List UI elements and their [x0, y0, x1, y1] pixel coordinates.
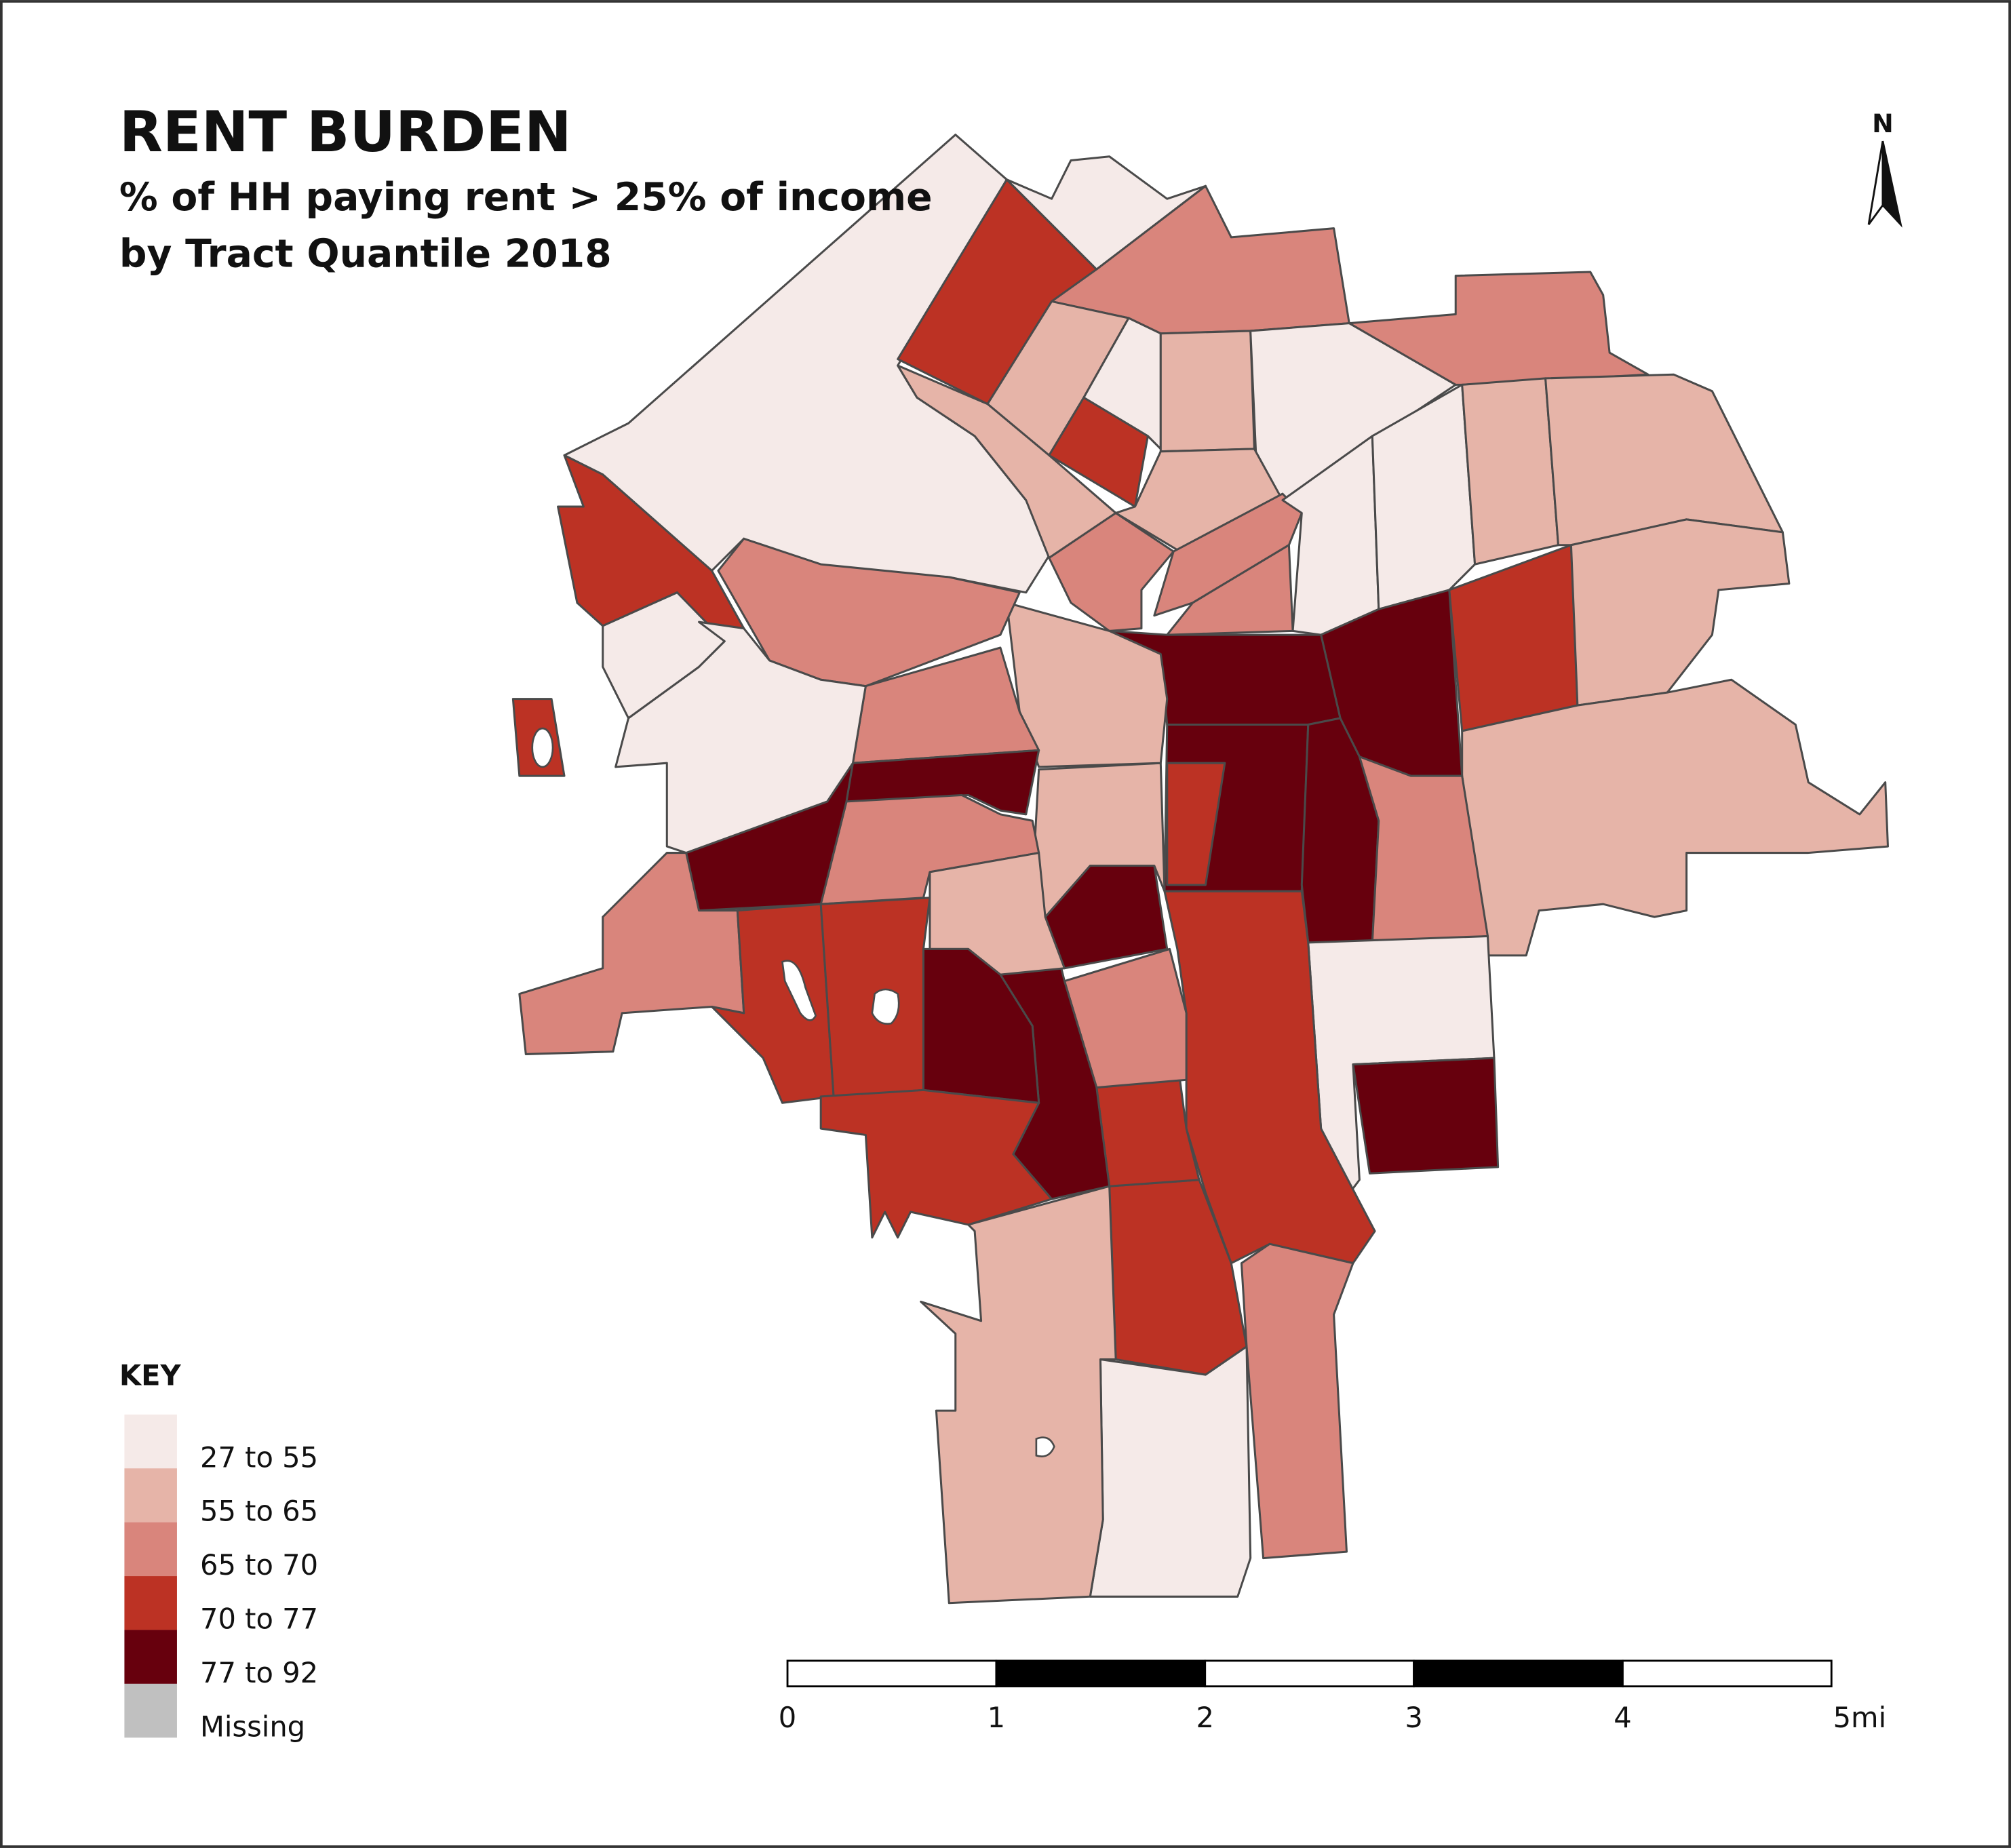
map-subtitle: by Tract Quantile 2018: [119, 231, 612, 276]
water: [531, 727, 554, 768]
water: [781, 960, 817, 1021]
map-title: RENT BURDEN: [119, 99, 572, 165]
north-arrow: N: [1867, 109, 1902, 228]
legend-title: KEY: [119, 1358, 182, 1392]
water: [871, 988, 900, 1025]
legend-label: 70 to 77: [200, 1603, 318, 1636]
water: [1035, 1436, 1055, 1457]
census-tract: [920, 1185, 1117, 1605]
scale-label: 0: [779, 1701, 796, 1734]
scale-segment: [1204, 1659, 1415, 1688]
census-tract: [819, 1088, 1053, 1239]
legend-swatch: [124, 1414, 177, 1469]
census-tract: [1048, 511, 1175, 632]
census-tract: [1461, 377, 1560, 566]
legend-label: 65 to 70: [200, 1548, 318, 1581]
legend: 27 to 55 55 to 65 65 to 70 70 to 77 77 to 92…: [124, 1414, 318, 1743]
census-tract: [518, 852, 745, 1055]
water-features: [531, 727, 1055, 1457]
legend-swatch: [124, 1522, 177, 1577]
legend-swatch: [124, 1630, 177, 1684]
census-tract: [1159, 330, 1255, 453]
scale-label: 3: [1405, 1701, 1422, 1734]
scale-segment: [1413, 1659, 1624, 1688]
scale-segment: [1622, 1659, 1833, 1688]
census-tract: [1348, 271, 1649, 386]
legend-label: 77 to 92: [200, 1656, 318, 1689]
legend-label: 27 to 55: [200, 1440, 318, 1474]
scale-label: 2: [1196, 1701, 1213, 1734]
scale-segment: [995, 1659, 1207, 1688]
legend-swatch: [124, 1576, 177, 1630]
map-subtitle: % of HH paying rent > 25% of income: [119, 175, 933, 220]
legend-swatch: [124, 1468, 177, 1522]
census-tract: [1089, 1345, 1252, 1598]
tracts: [511, 134, 1889, 1605]
arrow-half: [1881, 140, 1902, 228]
census-tract: [1240, 1242, 1354, 1560]
census-tract: [1082, 317, 1162, 450]
census-tract: [1166, 762, 1226, 886]
scale-label: 5mi: [1833, 1701, 1887, 1734]
legend-label: 55 to 65: [200, 1495, 318, 1528]
scale-label: 4: [1614, 1701, 1631, 1734]
census-tract: [1371, 383, 1477, 610]
scale-segment: [786, 1659, 998, 1688]
census-tract: [1461, 678, 1889, 957]
legend-swatch: [124, 1683, 177, 1738]
legend-label: Missing: [200, 1710, 305, 1743]
north-label: N: [1872, 109, 1894, 138]
scale-bar: 0 1 2 3 4 5mi: [779, 1659, 1887, 1734]
census-tract: [1352, 1057, 1500, 1175]
scale-label: 1: [988, 1701, 1005, 1734]
census-tract: [614, 621, 867, 854]
